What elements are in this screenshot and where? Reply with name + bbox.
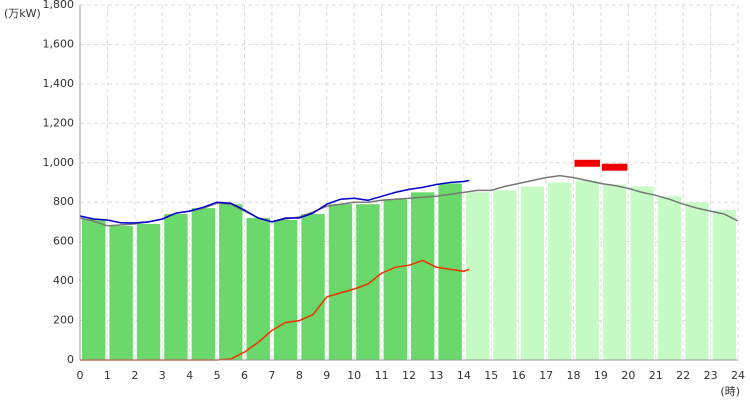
bar: [301, 214, 325, 360]
bar: [575, 180, 599, 360]
x-tick-label: 6: [241, 369, 248, 382]
x-tick-label: 7: [268, 369, 275, 382]
x-tick-label: 16: [512, 369, 526, 382]
y-tick-label: 1,000: [43, 156, 75, 169]
bar: [712, 210, 736, 360]
peak-marker: [574, 159, 600, 167]
x-tick-label: 5: [214, 369, 221, 382]
x-tick-label: 10: [347, 369, 361, 382]
bar: [328, 204, 353, 360]
bar: [109, 225, 133, 360]
y-tick-label: 1,800: [43, 0, 75, 11]
x-tick-label: 12: [402, 369, 416, 382]
bar: [602, 184, 627, 360]
x-tick-label: 13: [429, 369, 443, 382]
y-tick-label: 800: [53, 195, 74, 208]
bar: [136, 223, 161, 360]
x-tick-label: 1: [104, 369, 111, 382]
bar: [164, 214, 188, 360]
x-tick-label: 23: [704, 369, 718, 382]
y-tick-label: 0: [67, 353, 74, 366]
bar: [685, 202, 709, 360]
x-tick-label: 22: [676, 369, 690, 382]
y-tick-label: 1,400: [43, 77, 75, 90]
x-tick-label: 2: [131, 369, 138, 382]
y-unit: (万kW): [4, 7, 41, 20]
x-tick-label: 17: [539, 369, 553, 382]
bar: [246, 218, 270, 360]
y-tick-label: 1,200: [43, 116, 75, 129]
bar: [548, 182, 572, 360]
line: [79, 179, 470, 224]
x-tick-label: 0: [77, 369, 84, 382]
x-tick-label: 18: [567, 369, 581, 382]
y-tick-label: 1,600: [43, 37, 75, 50]
x-tick-label: 15: [484, 369, 498, 382]
x-tick-label: 20: [621, 369, 635, 382]
x-tick-label: 4: [186, 369, 193, 382]
bar: [411, 192, 435, 360]
x-tick-label: 9: [323, 369, 330, 382]
x-unit: (時): [720, 385, 740, 398]
bar: [191, 208, 216, 360]
x-tick-label: 24: [731, 369, 745, 382]
x-tick-label: 21: [649, 369, 663, 382]
bar: [273, 219, 298, 360]
x-tick-label: 11: [375, 369, 389, 382]
x-tick-label: 14: [457, 369, 471, 382]
bar: [438, 183, 462, 360]
x-tick-label: 3: [159, 369, 166, 382]
bar: [630, 186, 654, 360]
bar: [356, 204, 380, 360]
x-tick-label: 19: [594, 369, 608, 382]
bar: [383, 199, 407, 360]
peak-marker: [601, 163, 628, 171]
bar: [520, 186, 545, 360]
y-tick-label: 600: [53, 235, 74, 248]
y-tick-label: 200: [53, 314, 74, 327]
y-tick-label: 400: [53, 274, 74, 287]
bar: [657, 196, 682, 360]
bar: [493, 190, 517, 360]
bar: [82, 218, 106, 360]
bar: [465, 192, 490, 360]
bar: [219, 204, 243, 360]
x-tick-label: 8: [296, 369, 303, 382]
